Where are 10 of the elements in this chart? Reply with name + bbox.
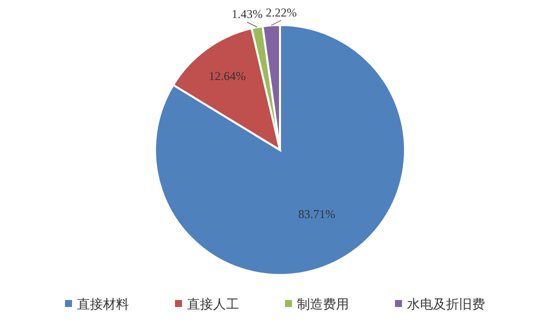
data-label: 1.43%	[232, 7, 263, 22]
legend-label: 直接人工	[187, 298, 239, 313]
legend-label: 制造费用	[297, 298, 349, 313]
data-label: 12.64%	[208, 68, 246, 83]
data-label: 83.71%	[298, 207, 336, 222]
legend-label: 直接材料	[77, 298, 129, 313]
data-label: 2.22%	[266, 5, 297, 20]
pie-slice	[172, 27, 281, 151]
legend-label: 水电及折旧费	[407, 298, 485, 313]
pie-slice	[154, 24, 406, 276]
